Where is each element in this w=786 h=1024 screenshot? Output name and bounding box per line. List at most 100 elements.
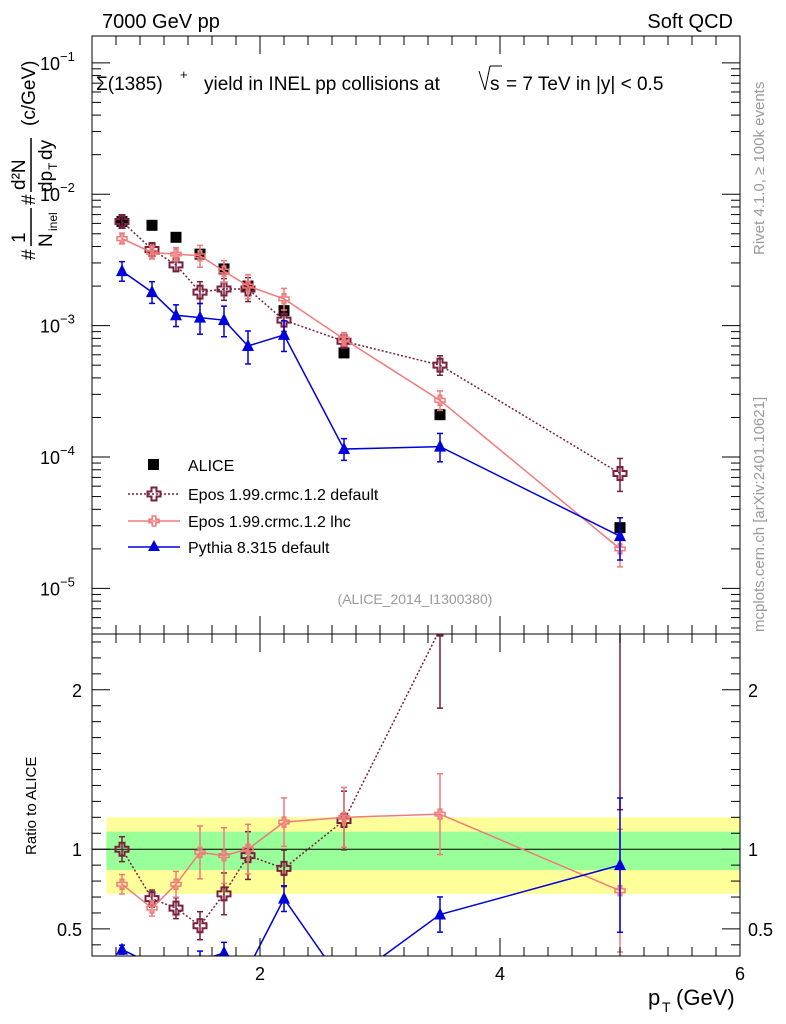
ratio-point xyxy=(218,945,230,956)
x-tick-label: 2 xyxy=(255,964,265,984)
main-series-3 xyxy=(116,260,626,561)
ratio-y-tick-label-right: 1 xyxy=(748,840,758,860)
ratio-series-group xyxy=(114,634,626,969)
ratio-point xyxy=(434,907,446,920)
main-point xyxy=(278,293,290,305)
ratio-point xyxy=(276,860,292,876)
main-point xyxy=(192,284,208,300)
title-rest: = 7 TeV in |y| < 0.5 xyxy=(506,74,663,95)
ratio-point xyxy=(192,918,208,934)
main-point xyxy=(278,327,290,340)
main-point xyxy=(242,338,254,351)
ratio-point xyxy=(436,634,444,637)
ratio-point xyxy=(216,886,232,902)
legend-item-alice: ALICE xyxy=(148,458,234,475)
ratio-point xyxy=(278,816,290,828)
legend-item-epos-default: Epos 1.99.crmc.1.2 default xyxy=(128,486,379,504)
ratio-y-tick-label-right: 2 xyxy=(748,681,758,701)
svg-text:10: 10 xyxy=(40,579,60,599)
ratio-uncertainty-bands xyxy=(92,817,740,894)
title-sqrt-s: s xyxy=(490,74,500,95)
rivet-version-label: Rivet 4.1.0, ≥ 100k events xyxy=(751,82,768,255)
main-point xyxy=(338,333,350,345)
svg-text:10: 10 xyxy=(40,185,60,205)
main-point xyxy=(612,465,628,481)
ratio-series-line xyxy=(121,864,621,956)
main-point xyxy=(168,257,184,273)
main-point xyxy=(218,265,230,277)
ratio-y-tick-label: 0.5 xyxy=(57,920,82,940)
svg-text:d²N: d²N xyxy=(9,159,30,190)
main-point xyxy=(216,281,232,297)
ratio-point xyxy=(114,841,130,857)
ratio-point xyxy=(194,846,206,859)
x-axis-label: p T (GeV) xyxy=(648,985,735,1015)
title-text: yield in INEL pp collisions at xyxy=(204,74,441,95)
ratio-plot-frame xyxy=(91,633,741,957)
ratio-y-axis: 0.5 0.5 1 1 2 2 xyxy=(57,641,773,946)
main-point xyxy=(170,308,182,321)
main-point xyxy=(146,219,158,231)
header-right: Soft QCD xyxy=(647,11,733,33)
main-point xyxy=(336,333,352,349)
legend-marker-pythia xyxy=(148,540,160,551)
svg-text:1: 1 xyxy=(9,232,30,243)
svg-text:p: p xyxy=(648,985,660,1010)
svg-text:−5: −5 xyxy=(60,574,75,589)
main-point xyxy=(338,442,350,455)
svg-text:−3: −3 xyxy=(60,312,75,327)
ratio-point xyxy=(278,891,290,904)
legend-item-pythia: Pythia 8.315 default xyxy=(128,540,330,557)
main-series-line xyxy=(121,270,621,537)
main-point xyxy=(146,285,158,298)
svg-text:Epos 1.99.crmc.1.2 default: Epos 1.99.crmc.1.2 default xyxy=(188,487,379,504)
ratio-series-line xyxy=(121,634,439,927)
ratio-point xyxy=(146,957,158,969)
main-point xyxy=(614,529,626,542)
main-series-0 xyxy=(116,216,626,534)
svg-text:ALICE: ALICE xyxy=(188,458,234,475)
svg-text:−2: −2 xyxy=(60,180,75,195)
svg-text:dp: dp xyxy=(36,171,57,192)
ratio-point xyxy=(116,878,128,891)
main-point xyxy=(170,248,182,260)
svg-text:#: # xyxy=(19,194,40,205)
main-point xyxy=(434,409,446,421)
svg-text:−1: −1 xyxy=(60,49,75,64)
main-series-group xyxy=(114,214,628,568)
svg-text:inel: inel xyxy=(46,212,60,231)
main-point xyxy=(116,232,128,245)
svg-text:N: N xyxy=(36,233,57,247)
main-point xyxy=(146,246,158,259)
main-y-tick-label: 10 −1 xyxy=(40,49,75,74)
legend-marker-epos-lhc xyxy=(148,515,160,527)
main-point xyxy=(170,231,182,243)
ratio-y-tick-label: 1 xyxy=(72,840,82,860)
analysis-id-watermark: (ALICE_2014_I1300380) xyxy=(338,591,493,607)
svg-text:(GeV): (GeV) xyxy=(676,985,735,1010)
svg-text:−4: −4 xyxy=(60,443,75,458)
x-tick-label: 6 xyxy=(735,964,745,984)
svg-text:#: # xyxy=(19,249,40,260)
ratio-point xyxy=(614,858,626,871)
main-y-tick-label: 10 −2 xyxy=(40,180,75,205)
main-point xyxy=(242,280,254,292)
ratio-y-axis-label: Ratio to ALICE xyxy=(23,757,40,855)
svg-text:(c/GeV): (c/GeV) xyxy=(19,61,40,126)
svg-text:dy: dy xyxy=(36,139,57,160)
main-y-axis-label: # 1 N inel # d²N dp T dy (c/GeV) xyxy=(9,61,60,260)
main-point xyxy=(434,439,446,452)
svg-text:10: 10 xyxy=(40,317,60,337)
main-point xyxy=(614,543,626,555)
main-y-axis: 10−110−210−310−410−5 xyxy=(40,49,740,629)
main-point xyxy=(114,214,130,230)
main-point xyxy=(432,357,448,373)
svg-text:Epos 1.99.crmc.1.2 lhc: Epos 1.99.crmc.1.2 lhc xyxy=(188,514,351,531)
svg-text:10: 10 xyxy=(40,448,60,468)
legend-marker-epos-default xyxy=(146,486,162,502)
main-x-axis-ticks xyxy=(115,36,741,634)
main-point xyxy=(434,394,446,407)
ratio-point xyxy=(170,878,182,891)
header-left: 7000 GeV pp xyxy=(102,11,220,33)
